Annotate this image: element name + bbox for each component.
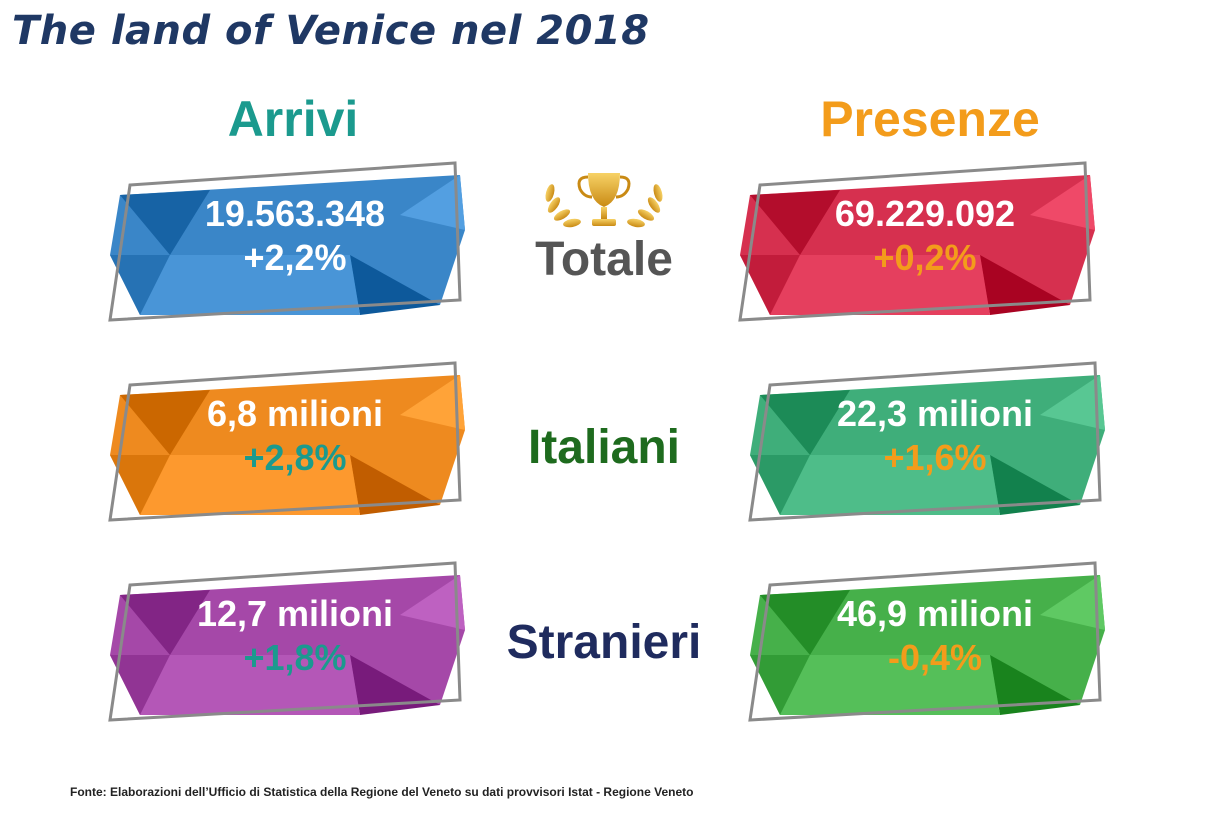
card-shape [748,361,1105,522]
card-facet [750,655,810,715]
card-value: 12,7 milioni [196,593,394,634]
card-facet [350,655,440,715]
card-facet [770,255,990,315]
card-change: +1,8% [243,637,347,678]
card-italiani-arrivi: 6,8 milioni +2,8% [100,355,490,535]
card-value: 22,3 milioni [836,393,1034,434]
row-label-stranieri: Stranieri [506,616,702,669]
card-facet [140,455,360,515]
card-facet [350,455,440,515]
card-frame [748,361,1102,522]
card-frame [108,161,462,322]
card-facet [400,175,465,230]
card-shape [108,361,465,522]
card-change: +2,8% [243,437,347,478]
card-shape [738,161,1095,322]
card-facet [140,255,360,315]
card-facet [780,655,1000,715]
card-facet [120,190,210,255]
card-facet [750,455,810,515]
card-shape [108,161,465,322]
card-stranieri-arrivi: 12,7 milioni +1,8% [100,555,490,735]
card-facet [780,455,1000,515]
card-totale-presenze: 69.229.092 +0,2% [730,155,1120,335]
card-facet [400,375,465,430]
card-value: 6,8 milioni [206,393,384,434]
page-title: The land of Venice nel 2018 [12,8,650,54]
card-facet [1030,175,1095,230]
card-facet [110,655,170,715]
trophy-laurel-icon [545,173,663,228]
card-change: +0,2% [873,237,977,278]
card-facet [1040,375,1105,430]
card-facet [350,255,440,315]
card-change: +1,6% [883,437,987,478]
card-value: 19.563.348 [204,193,386,234]
card-facet [990,655,1080,715]
card-frame [108,561,462,722]
row-label-totale: Totale [535,233,673,286]
card-facet [1040,575,1105,630]
card-facet [990,455,1080,515]
card-totale-arrivi: 19.563.348 +2,2% [100,155,490,335]
card-facet [120,590,210,655]
card-change: +2,2% [243,237,347,278]
card-frame [738,161,1092,322]
card-facet [760,390,850,455]
card-value: 46,9 milioni [836,593,1034,634]
card-change: -0,4% [887,637,983,678]
source-footnote: Fonte: Elaborazioni dell’Ufficio di Stat… [70,785,694,799]
card-facet [760,590,850,655]
card-facet [980,255,1070,315]
card-frame [108,361,462,522]
card-shape [748,561,1105,722]
presenze-heading: Presenze [820,91,1040,147]
card-facet [120,390,210,455]
card-facet [400,575,465,630]
card-facet [110,255,170,315]
card-facet [740,255,800,315]
arrivi-heading: Arrivi [227,91,359,147]
card-facet [110,455,170,515]
card-frame [748,561,1102,722]
card-value: 69.229.092 [834,193,1016,234]
card-facet [750,190,840,255]
card-italiani-presenze: 22,3 milioni +1,6% [740,355,1130,535]
card-stranieri-presenze: 46,9 milioni -0,4% [740,555,1130,735]
card-shape [108,561,465,722]
row-label-italiani: Italiani [527,421,681,474]
card-facet [140,655,360,715]
